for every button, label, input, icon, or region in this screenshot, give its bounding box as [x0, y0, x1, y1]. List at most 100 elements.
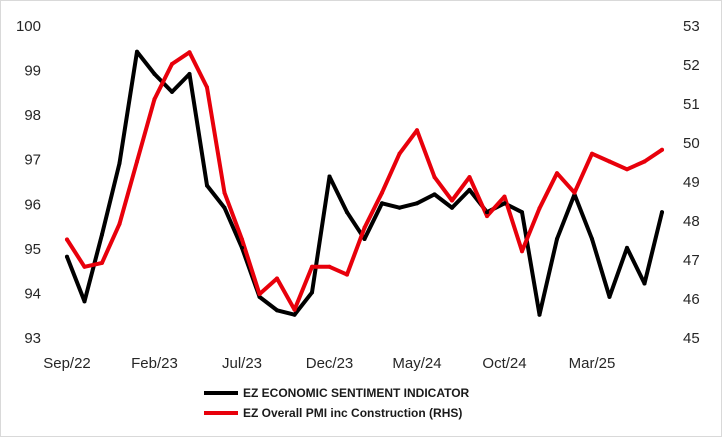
y-right-tick-label: 48	[683, 213, 700, 230]
y-right-tick-label: 46	[683, 291, 700, 308]
sentiment-point	[642, 281, 647, 286]
pmi-point	[502, 194, 507, 199]
x-tick-label: Jul/23	[222, 355, 262, 372]
pmi-point	[467, 175, 472, 180]
sentiment-point	[397, 205, 402, 210]
pmi-point	[625, 167, 629, 172]
pmi-point	[520, 249, 524, 254]
left-axis-ticks: 93 94 95 96 97 98 99 100	[16, 18, 41, 347]
pmi-point	[642, 159, 647, 164]
y-left-tick-label: 94	[24, 285, 41, 302]
sentiment-point	[100, 232, 104, 237]
sentiment-point	[362, 236, 367, 241]
pmi-point	[432, 175, 437, 180]
pmi-point	[450, 198, 454, 203]
sentiment-point	[292, 312, 297, 317]
pmi-point	[187, 50, 192, 55]
sentiment-point	[467, 187, 472, 192]
sentiment-point	[275, 308, 279, 313]
pmi-point	[152, 97, 157, 102]
pmi-point	[100, 260, 104, 265]
pmi-point	[292, 307, 297, 312]
sentiment-point	[450, 205, 454, 210]
sentiment-point	[170, 89, 174, 94]
sentiment-point	[82, 299, 87, 304]
sentiment-point	[152, 72, 157, 77]
pmi-point	[135, 159, 139, 164]
y-left-tick-label: 97	[24, 152, 41, 169]
sentiment-point	[205, 183, 209, 188]
x-axis-ticks: Sep/22 Feb/23 Jul/23 Dec/23 May/24 Oct/24 Mar/…	[43, 355, 615, 372]
sentiment-point	[117, 161, 122, 166]
pmi-point	[117, 221, 122, 226]
legend-label-sentiment: EZ ECONOMIC SENTIMENT INDICATOR	[243, 386, 470, 400]
pmi-point	[222, 190, 227, 195]
pmi-point	[240, 237, 244, 242]
y-right-tick-label: 52	[683, 57, 700, 74]
sentiment-point	[485, 210, 489, 215]
pmi-point	[380, 190, 384, 195]
sentiment-point	[537, 312, 542, 317]
x-tick-label: Sep/22	[43, 355, 91, 372]
legend-label-pmi: EZ Overall PMI inc Construction (RHS)	[243, 406, 462, 420]
pmi-point	[327, 264, 332, 269]
pmi-point	[310, 264, 314, 269]
legend: EZ ECONOMIC SENTIMENT INDICATOR EZ Overa…	[204, 386, 470, 420]
sentiment-point	[590, 236, 594, 241]
pmi-point	[572, 190, 577, 195]
sentiment-point	[65, 254, 69, 259]
sentiment-point	[415, 201, 419, 206]
pmi-point	[607, 159, 612, 164]
sentiment-point	[660, 210, 664, 215]
y-left-tick-label: 99	[24, 63, 41, 80]
sentiment-point	[555, 236, 559, 241]
sentiment-point	[222, 205, 227, 210]
pmi-point	[82, 264, 87, 269]
sentiment-point	[380, 201, 384, 206]
pmi-point	[660, 147, 664, 152]
sentiment-point	[240, 245, 244, 250]
sentiment-point	[625, 245, 629, 250]
sentiment-point	[502, 201, 507, 206]
sentiment-point	[607, 294, 612, 299]
pmi-point	[397, 151, 402, 156]
sentiment-point	[432, 192, 437, 197]
x-tick-label: Oct/24	[482, 355, 526, 372]
x-tick-label: Mar/25	[569, 355, 616, 372]
pmi-point	[590, 151, 594, 156]
pmi-point	[537, 206, 542, 211]
pmi-point	[362, 225, 367, 230]
pmi-point	[257, 292, 262, 297]
y-right-tick-label: 50	[683, 135, 700, 152]
sentiment-point	[327, 174, 332, 179]
y-right-tick-label: 51	[683, 96, 700, 113]
y-left-tick-label: 98	[24, 107, 41, 124]
y-left-tick-label: 95	[24, 241, 41, 258]
right-axis-ticks: 45 46 47 48 49 50 51 52 53	[683, 18, 700, 347]
y-right-tick-label: 49	[683, 174, 700, 191]
y-right-tick-label: 47	[683, 252, 700, 269]
y-right-tick-label: 45	[683, 330, 700, 347]
sentiment-point	[310, 290, 314, 295]
sentiment-point	[257, 294, 262, 299]
pmi-point	[170, 62, 174, 66]
data-points	[65, 49, 664, 317]
sentiment-point	[135, 49, 139, 54]
y-left-tick-label: 96	[24, 196, 41, 213]
pmi-point	[485, 214, 489, 219]
pmi-point	[345, 272, 349, 277]
y-right-tick-label: 53	[683, 18, 700, 35]
x-tick-label: Feb/23	[131, 355, 178, 372]
pmi-point	[275, 276, 279, 281]
sentiment-point	[520, 210, 524, 215]
pmi-point	[65, 237, 69, 242]
sentiment-point	[187, 72, 192, 77]
pmi-point	[205, 85, 209, 90]
x-tick-label: Dec/23	[306, 355, 354, 372]
pmi-point	[415, 128, 419, 133]
x-tick-label: May/24	[392, 355, 441, 372]
pmi-point	[555, 171, 559, 176]
y-left-tick-label: 100	[16, 18, 41, 35]
y-left-tick-label: 93	[24, 330, 41, 347]
